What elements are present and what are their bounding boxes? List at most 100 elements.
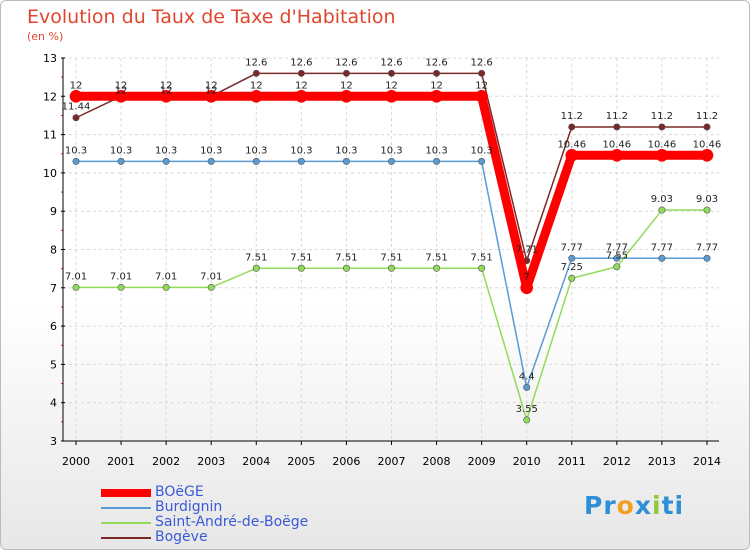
y-tick-label-11: 11 <box>43 129 57 142</box>
data-label-3-2011: 11.2 <box>561 111 583 122</box>
point-1-2004 <box>252 157 260 165</box>
legend-swatch-saint-andre <box>101 522 151 524</box>
data-label-2-2013: 9.03 <box>651 194 673 205</box>
x-tick-label-2007: 2007 <box>377 455 405 468</box>
y-tick-label-5: 5 <box>50 358 57 371</box>
data-label-1-2003: 10.3 <box>200 145 222 156</box>
point-3-2004 <box>252 69 260 77</box>
point-3-2007 <box>387 69 395 77</box>
legend-swatch-burdignin <box>101 507 151 509</box>
data-label-1-2007: 10.3 <box>380 145 402 156</box>
chart-title: Evolution du Taux de Taxe d'Habitation <box>27 6 396 28</box>
point-1-2010 <box>523 383 531 391</box>
point-0-2004 <box>249 90 263 103</box>
data-label-0-2004: 12 <box>250 80 263 91</box>
data-label-0-2002: 12 <box>160 85 173 96</box>
point-2-2012 <box>613 263 621 271</box>
data-label-1-2008: 10.3 <box>425 145 447 156</box>
point-2-2010 <box>523 416 531 424</box>
axes: 3 4 5 6 7 8 9 10 11 12 13 2000 2001 2002 2003 2004 2005 2… <box>43 52 721 468</box>
logo-part-4: i <box>651 491 662 520</box>
data-label-3-2004: 12.6 <box>245 57 267 68</box>
data-label-2-2003: 7.01 <box>200 271 222 282</box>
point-1-2002 <box>162 157 170 165</box>
x-tick-label-2003: 2003 <box>197 455 225 468</box>
data-label-0-2011: 10.46 <box>557 139 586 150</box>
point-3-2009 <box>478 69 486 77</box>
logo-part-5: ti <box>661 491 685 520</box>
point-0-2010 <box>520 281 534 295</box>
x-tick-label-2012: 2012 <box>603 455 631 468</box>
point-1-2014 <box>703 254 711 262</box>
point-2-2014 <box>703 206 711 214</box>
data-label-1-2005: 10.3 <box>290 145 312 156</box>
point-2-2001 <box>117 283 125 291</box>
data-label-3-2007: 12.6 <box>380 57 402 68</box>
logo-part-2: o <box>616 491 635 520</box>
point-1-2003 <box>207 157 215 165</box>
point-2-2005 <box>297 264 305 272</box>
data-label-3-2010: 7.71 <box>516 245 538 256</box>
logo-part-3: x <box>634 491 652 520</box>
point-1-2001 <box>117 157 125 165</box>
point-1-2011 <box>568 254 576 262</box>
point-3-2013 <box>658 123 666 131</box>
x-tick-label-2011: 2011 <box>558 455 586 468</box>
data-label-0-2014: 10.46 <box>693 139 722 150</box>
data-label-3-2005: 12.6 <box>290 57 312 68</box>
x-tick-label-2000: 2000 <box>62 455 90 468</box>
data-label-2-2000: 7.01 <box>65 271 87 282</box>
data-label-2-2002: 7.01 <box>155 271 177 282</box>
data-label-2-2004: 7.51 <box>245 252 267 263</box>
data-label-3-2003: 12 <box>205 80 218 91</box>
data-label-2-2006: 7.51 <box>335 252 357 263</box>
point-2-2011 <box>568 274 576 282</box>
point-0-2013 <box>655 148 669 162</box>
point-2-2009 <box>478 264 486 272</box>
point-0-2014 <box>700 148 714 162</box>
x-tick-label-2013: 2013 <box>648 455 676 468</box>
data-label-0-2003: 12 <box>205 85 218 96</box>
x-tick-label-2005: 2005 <box>287 455 315 468</box>
grid <box>63 57 719 442</box>
data-label-2-2010: 3.55 <box>516 404 538 415</box>
y-tick-label-6: 6 <box>50 320 57 333</box>
data-label-3-2014: 11.2 <box>696 111 718 122</box>
legend-label-bogeve: Bogève <box>155 529 208 545</box>
point-2-2002 <box>162 283 170 291</box>
point-1-2000 <box>72 157 80 165</box>
y-tick-label-7: 7 <box>50 282 57 295</box>
point-1-2005 <box>297 157 305 165</box>
point-3-2006 <box>342 69 350 77</box>
legend-label-boege: BOëGE <box>155 484 204 500</box>
y-tick-label-13: 13 <box>43 52 57 65</box>
data-label-3-2000: 11.44 <box>62 102 91 113</box>
y-tick-label-12: 12 <box>43 90 57 103</box>
legend-swatch-bogeve <box>101 537 151 539</box>
point-2-2000 <box>72 283 80 291</box>
point-2-2004 <box>252 264 260 272</box>
data-label-3-2002: 12 <box>160 80 173 91</box>
x-tick-label-2010: 2010 <box>513 455 541 468</box>
data-label-2-2011: 7.25 <box>561 262 583 273</box>
data-label-1-2011: 7.77 <box>561 242 583 253</box>
point-3-2005 <box>297 69 305 77</box>
chart-subtitle: (en %) <box>27 30 64 43</box>
point-0-2003 <box>204 90 218 103</box>
data-label-1-2006: 10.3 <box>335 145 357 156</box>
data-label-2-2014: 9.03 <box>696 194 718 205</box>
point-3-2000 <box>72 114 80 122</box>
data-label-1-2000: 10.3 <box>65 145 87 156</box>
y-tick-label-3: 3 <box>50 435 57 448</box>
data-label-1-2012: 7.77 <box>606 242 628 253</box>
logo-part-1: Pr <box>584 491 617 520</box>
point-0-2000 <box>69 90 83 103</box>
point-1-2006 <box>342 157 350 165</box>
data-label-0-2000: 12 <box>70 80 83 91</box>
data-label-2-2007: 7.51 <box>380 252 402 263</box>
data-label-0-2008: 12 <box>430 80 443 91</box>
point-1-2007 <box>387 157 395 165</box>
point-3-2012 <box>613 123 621 131</box>
point-0-2009 <box>475 90 488 103</box>
